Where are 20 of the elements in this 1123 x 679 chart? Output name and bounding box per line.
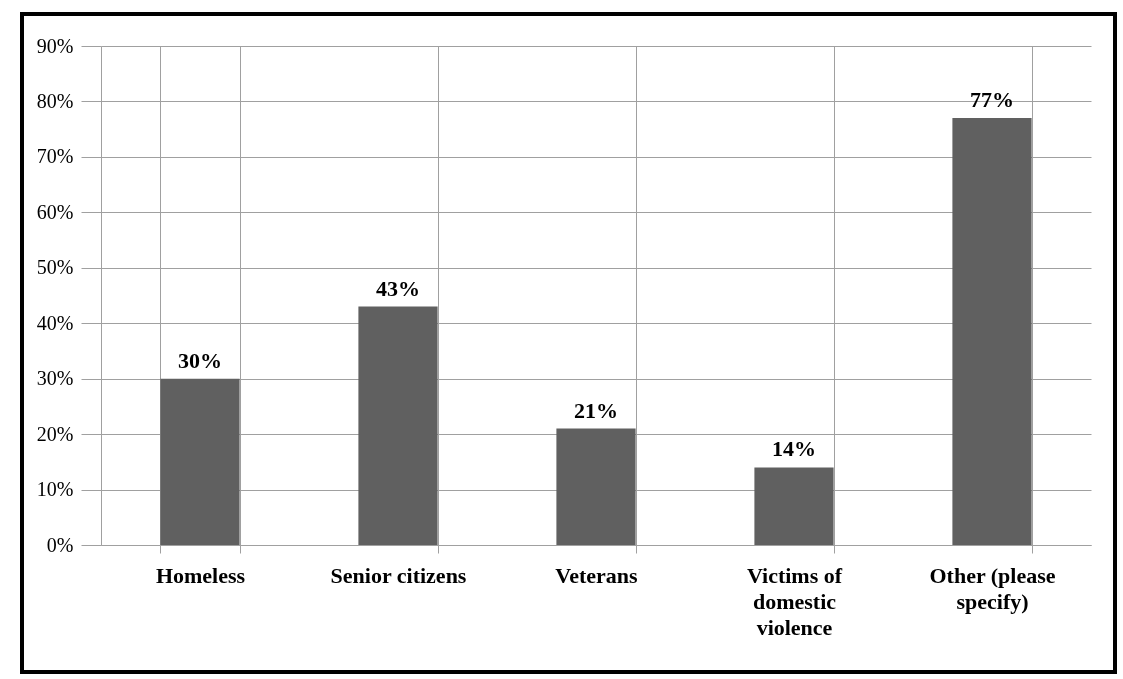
data-label: 30% (178, 347, 222, 373)
y-tick-label: 80% (36, 89, 74, 112)
x-tick-label: Homeless (155, 562, 246, 588)
data-label: 77% (970, 87, 1014, 113)
y-tick-label: 70% (36, 145, 74, 168)
y-tick-label: 90% (36, 34, 74, 57)
y-tick-label: 40% (36, 311, 74, 334)
x-tick-label: Veterans (555, 562, 639, 588)
x-tick-label: Other (please specify) (929, 562, 1056, 614)
data-label: 43% (376, 275, 420, 301)
x-tick-label: Victims of domestic violence (746, 562, 843, 640)
y-tick-label: 0% (46, 533, 74, 556)
data-label: 14% (772, 436, 816, 462)
y-tick-label: 20% (36, 422, 74, 445)
y-tick-label: 10% (36, 478, 74, 501)
y-tick-label: 30% (36, 367, 74, 390)
data-label: 21% (574, 397, 618, 423)
y-tick-label: 50% (36, 256, 74, 279)
y-tick-label: 60% (36, 200, 74, 223)
x-tick-label: Senior citizens (330, 562, 467, 588)
